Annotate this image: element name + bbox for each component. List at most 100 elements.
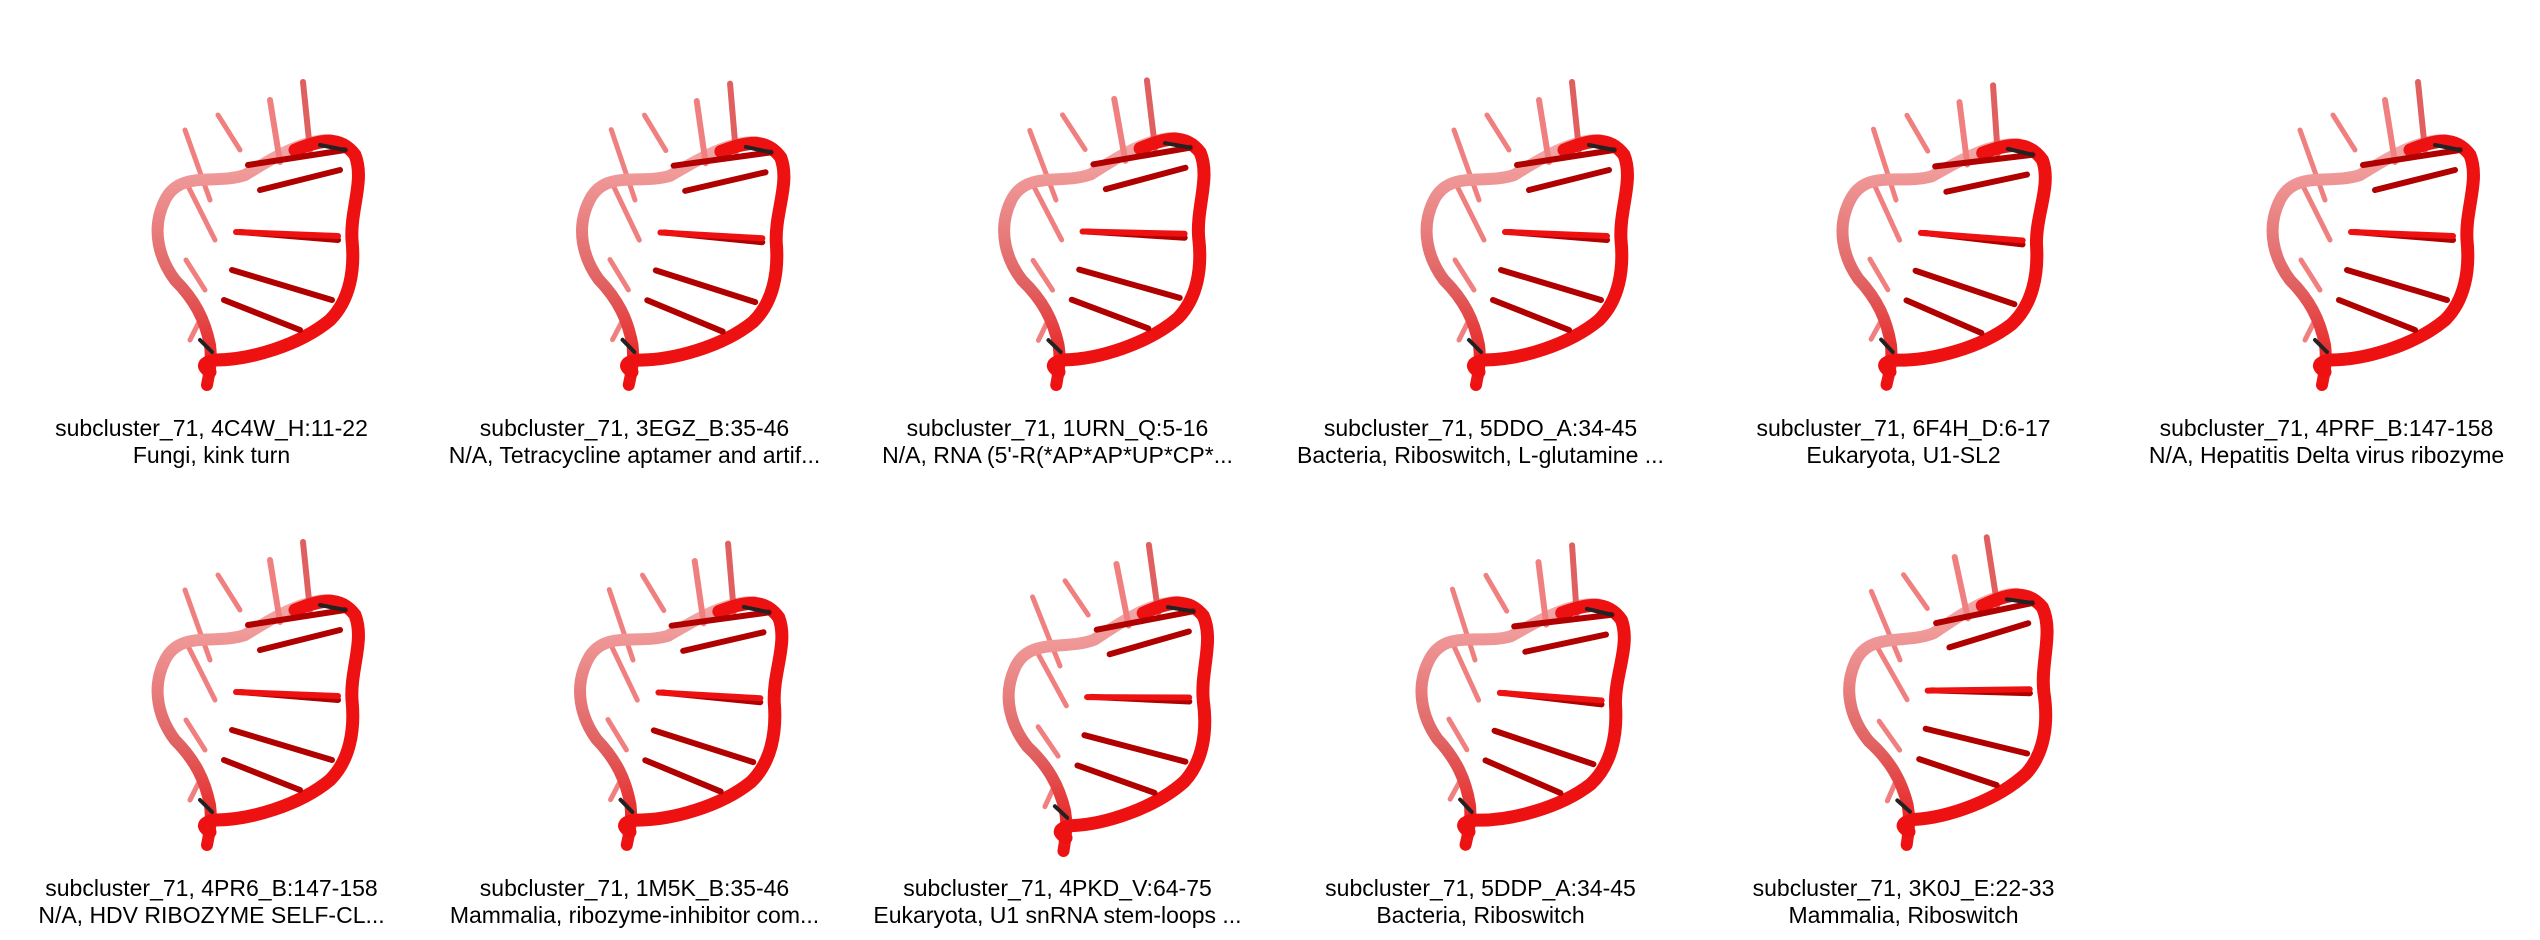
- base-pair-stick: [1093, 608, 1197, 633]
- base-stick-light: [1111, 95, 1129, 164]
- base-stick-light: [182, 587, 213, 663]
- base-stick-light: [1483, 572, 1510, 614]
- base-pair-stick: [1502, 229, 1610, 239]
- base-pair-stick: [668, 609, 772, 629]
- structure-panel: subcluster_71, 3EGZ_B:35-46 N/A, Tetracyc…: [423, 0, 846, 470]
- base-stick-light: [1028, 177, 1065, 243]
- base-stick-light: [267, 97, 283, 165]
- base-stick-light: [608, 127, 638, 203]
- base-stick-light: [1027, 127, 1059, 203]
- base-stick-light: [1031, 644, 1069, 709]
- rna-structure-render: [1002, 541, 1215, 857]
- base-stick-light: [1062, 578, 1091, 618]
- base-pair-stick: [1924, 686, 2033, 694]
- kink-marker: [1587, 143, 1616, 152]
- structure-panel: subcluster_71, 5DDP_A:34-45 Bacteria, Rib…: [1269, 460, 1692, 930]
- base-stick-light: [2382, 97, 2398, 165]
- structure-description-label: Fungi, kink turn: [132, 442, 291, 468]
- kink-marker: [1046, 338, 1063, 354]
- backbone-strand-back: [2266, 134, 2451, 391]
- structure-description-label: N/A, Hepatitis Delta virus ribozyme: [2148, 442, 2505, 468]
- base-stick-light: [1868, 588, 1903, 663]
- base-pair-stick: [1102, 164, 1189, 193]
- base-pair-stick: [1084, 694, 1193, 701]
- structure-id-label: subcluster_71, 4PRF_B:147-158: [2159, 415, 2494, 441]
- backbone-strand-front: [620, 136, 791, 379]
- base-pair-stick: [682, 169, 769, 194]
- base-stick-light: [607, 177, 642, 243]
- rna-structure-render: [151, 539, 365, 851]
- base-stick-light: [182, 127, 213, 203]
- base-stick-light: [2330, 112, 2358, 153]
- structure-id-label: subcluster_71, 4PR6_B:147-158: [45, 875, 378, 901]
- base-pair-stick: [1943, 171, 2030, 195]
- backbone-strand-front: [1457, 598, 1631, 839]
- structure-description-label: Bacteria, Riboswitch, L-glutamine ...: [1297, 442, 1664, 468]
- structure-panel: subcluster_71, 3K0J_E:22-33 Mammalia, Rib…: [1692, 460, 2115, 930]
- base-pair-stick: [1922, 725, 2031, 757]
- base-pair-stick: [1946, 620, 2032, 651]
- structure-id-label: subcluster_71, 5DDO_A:34-45: [1323, 415, 1638, 441]
- base-stick-light: [183, 257, 208, 293]
- base-pair-stick: [1912, 267, 2018, 308]
- base-stick-light: [1871, 638, 1910, 703]
- base-pair-stick: [1522, 631, 1609, 655]
- structure-description-label: N/A, HDV RIBOZYME SELF-CL...: [38, 902, 385, 928]
- base-pair-stick: [2372, 167, 2458, 193]
- backbone-strand-front: [198, 134, 365, 379]
- rna-structure-render: [1415, 542, 1631, 851]
- kink-marker: [1467, 338, 1483, 354]
- base-pair-stick: [1496, 689, 1605, 704]
- rna-structure-render: [1836, 82, 2052, 391]
- panel-caption: subcluster_71, 4PRF_B:147-158 N/A, Hepati…: [2115, 415, 2538, 469]
- structure-panel: subcluster_71, 4PKD_V:64-75 Eukaryota, U1…: [846, 460, 1269, 930]
- base-stick-light: [1484, 112, 1512, 153]
- structure-description-label: Mammalia, Riboswitch: [1788, 902, 2019, 928]
- base-pair-stick: [1491, 727, 1597, 768]
- structure-id-label: subcluster_71, 1URN_Q:5-16: [906, 415, 1209, 441]
- panel-caption: subcluster_71, 1M5K_B:35-46 Mammalia, rib…: [423, 875, 846, 929]
- base-stick-light: [2297, 127, 2328, 203]
- base-pair-stick: [1081, 732, 1189, 765]
- base-pair-stick: [1511, 611, 1615, 630]
- panel-caption: subcluster_71, 3EGZ_B:35-46 N/A, Tetracyc…: [423, 415, 846, 469]
- base-pair-stick: [1490, 297, 1572, 333]
- rna-structure-render: [2266, 79, 2480, 391]
- kink-marker: [2005, 146, 2035, 157]
- panel-caption: subcluster_71, 4PR6_B:147-158 N/A, HDV RI…: [0, 875, 423, 929]
- rna-structure-render: [1420, 79, 1634, 391]
- structure-id-label: subcluster_71, 4PKD_V:64-75: [903, 875, 1212, 901]
- base-stick-light: [1452, 257, 1477, 293]
- base-stick-light: [605, 717, 629, 753]
- kink-marker: [198, 338, 214, 354]
- base-pair-stick: [2348, 229, 2456, 239]
- kink-marker: [318, 603, 347, 612]
- base-pair-stick: [1076, 266, 1183, 301]
- kink-marker: [1458, 797, 1474, 814]
- kink-marker: [2004, 597, 2035, 606]
- backbone-strand-front: [1467, 134, 1634, 379]
- base-pair-stick: [1106, 628, 1192, 658]
- base-stick-light: [1451, 127, 1482, 203]
- structure-description-label: Eukaryota, U1 snRNA stem-loops ...: [873, 902, 1242, 928]
- base-pair-stick: [1917, 229, 2026, 244]
- panel-caption: subcluster_71, 1URN_Q:5-16 N/A, RNA (5'-R…: [846, 415, 1269, 469]
- panel-caption: subcluster_71, 5DDO_A:34-45 Bacteria, Rib…: [1269, 415, 1692, 469]
- base-pair-stick: [229, 267, 335, 303]
- base-stick-light: [215, 572, 243, 613]
- kink-marker: [2433, 143, 2462, 152]
- base-pair-stick: [652, 267, 759, 306]
- base-pair-stick: [670, 149, 774, 169]
- base-pair-stick: [1514, 147, 1617, 168]
- base-pair-stick: [1933, 600, 2036, 627]
- base-stick-light: [183, 717, 208, 753]
- base-pair-stick: [257, 167, 343, 193]
- base-pair-stick: [1903, 297, 1985, 337]
- base-pair-stick: [680, 629, 767, 654]
- base-pair-stick: [2336, 297, 2418, 333]
- structure-description-label: N/A, RNA (5'-R(*AP*AP*UP*CP*...: [882, 442, 1233, 468]
- base-stick-light: [639, 572, 667, 614]
- base-stick-light: [605, 637, 640, 703]
- base-pair-stick: [644, 297, 726, 335]
